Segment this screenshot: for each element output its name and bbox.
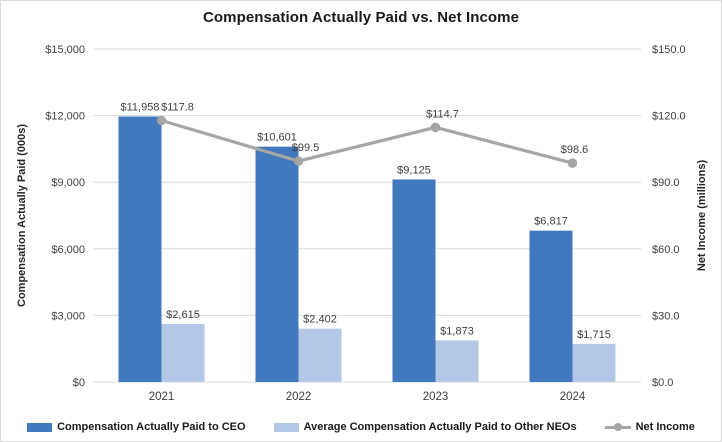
legend-item-net-income: Net Income [604,421,695,433]
bar-neo-2024 [572,343,616,382]
net-income-line [159,118,575,165]
right-axis-tick-label: $30.0 [652,310,680,322]
legend-line-marker-icon [604,422,631,432]
x-axis-label-2024: 2024 [560,391,586,403]
x-axis-label-2023: 2023 [423,391,449,403]
bar-label-neo-2021: $2,615 [166,309,200,321]
left-axis-tick-label: $12,000 [45,111,85,123]
right-axis-tick-label: $0.0 [652,377,673,389]
right-axis-title: Net Income (millions) [696,160,708,272]
left-axis-tick-label: $6,000 [51,244,85,256]
legend: Compensation Actually Paid to CEO Average… [1,421,721,433]
bar-neo-2021 [161,323,205,382]
left-axis-tick-label: $9,000 [51,177,85,189]
legend-label: Net Income [635,421,695,433]
left-axis-tick-label: $3,000 [51,310,85,322]
chart-title: Compensation Actually Paid vs. Net Incom… [202,9,520,26]
bar-label-ceo-2024: $6,817 [534,216,568,228]
bar-label-neo-2022: $2,402 [303,314,337,326]
bar-label-ceo-2023: $9,125 [397,164,431,176]
legend-label: Compensation Actually Paid to CEO [57,421,246,433]
legend-label: Average Compensation Actually Paid to Ot… [303,421,577,433]
left-axis-title: Compensation Actually Paid (000s) [16,124,28,307]
x-axis-label-2022: 2022 [286,391,312,403]
right-axis-tick-label: $120.0 [652,111,686,123]
legend-item-ceo: Compensation Actually Paid to CEO [27,421,246,433]
left-axis-tick-label: $15,000 [45,44,85,56]
net-income-label-2021: $117.8 [161,101,194,113]
right-axis-tick-label: $150.0 [652,44,686,56]
legend-line-dot [613,423,622,431]
bar-ceo-2023 [392,179,436,382]
bar-label-neo-2024: $1,715 [577,329,611,341]
right-axis-tick-label: $60.0 [652,244,680,256]
right-axis-tick-label: $90.0 [652,177,680,189]
net-income-label-2024: $98.6 [561,144,589,156]
net-income-label-2022: $99.5 [292,142,320,154]
legend-item-neos: Average Compensation Actually Paid to Ot… [273,421,577,433]
bar-neo-2022 [298,328,342,382]
left-axis-tick-label: $0 [73,377,85,389]
bar-ceo-2024 [529,230,573,382]
bar-label-neo-2023: $1,873 [440,325,474,337]
net-income-marker-2022 [293,156,304,166]
legend-bar-swatch-icon [27,422,53,432]
net-income-label-2023: $114.7 [426,108,459,120]
bar-ceo-2021 [118,116,162,382]
x-axis-label-2021: 2021 [149,391,175,403]
net-income-marker-2021 [156,115,167,126]
bar-label-ceo-2022: $10,601 [257,132,297,144]
legend-bar-swatch-icon [273,422,299,432]
bar-label-ceo-2021: $11,958 [121,102,160,114]
net-income-marker-2023 [430,122,441,133]
bar-neo-2023 [435,340,479,382]
bar-ceo-2022 [255,146,299,382]
net-income-marker-2024 [567,158,578,168]
